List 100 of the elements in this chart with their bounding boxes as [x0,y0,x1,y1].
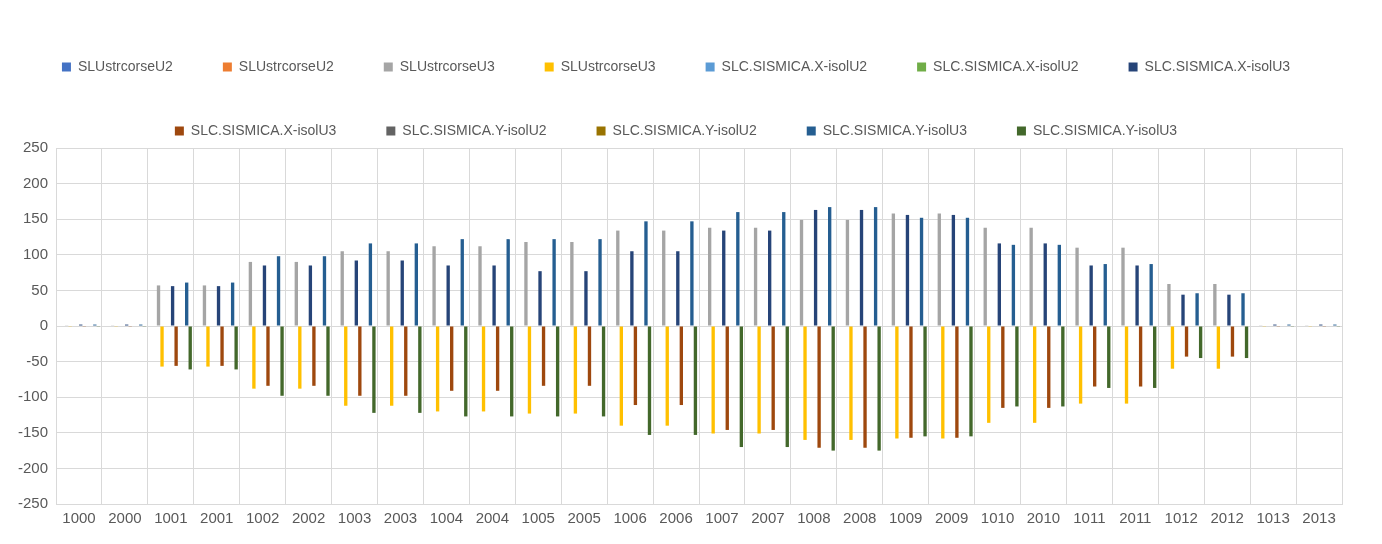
bar [460,239,464,326]
bar [616,230,620,326]
bar [432,246,436,326]
bar [1241,293,1245,326]
bar [400,260,404,326]
bar [1138,326,1143,387]
bar [598,239,602,326]
bar [757,326,761,434]
legend-label: SLUstrcorseU3 [399,57,495,74]
bar [828,207,832,326]
bar [230,282,235,326]
y-tick-label: 0 [39,316,49,334]
legend-label: SLC.SISMICA.X-isolU3 [1144,57,1291,74]
bar [753,227,758,326]
bar [1103,264,1107,326]
x-tick-label: 1008 [797,509,831,527]
bar [358,326,362,396]
x-tick-label: 2008 [843,509,877,527]
bar [252,326,256,389]
bar [711,326,715,434]
bar [831,326,835,451]
bar [418,326,422,413]
y-tick-label: 200 [22,173,49,191]
bar [294,261,298,326]
legend-label: SLC.SISMICA.Y-isolU2 [612,121,757,138]
bar [174,326,178,366]
x-tick-label: 2007 [751,509,785,527]
bar [340,251,344,326]
y-tick-label: 250 [22,138,49,156]
y-tick-label: 50 [31,280,49,298]
bar [919,217,924,326]
x-tick-label: 1000 [62,509,96,527]
bar [630,251,634,326]
bar [322,256,327,326]
bar [570,241,574,326]
x-tick-label: 2013 [1302,509,1336,527]
x-tick-label: 2001 [200,509,234,527]
x-tick-label: 1001 [154,509,188,527]
bar [873,207,878,326]
bar [997,243,1001,326]
bar [1121,247,1125,326]
bar [478,246,482,326]
bar [955,326,959,438]
legend-label: SLUstrcorseU2 [77,57,174,74]
x-tick-label: 2009 [934,509,969,527]
bar [676,251,680,326]
bar [280,326,284,396]
bar [308,265,313,326]
x-tick-label: 2000 [108,509,142,527]
bar [1093,326,1097,387]
bar [736,212,740,326]
bar [1015,326,1019,407]
bar [909,326,913,438]
x-tick-label: 1004 [429,509,464,527]
legend-label: SLC.SISMICA.X-isolU2 [933,57,1079,74]
bar [782,212,786,326]
bar [220,326,224,366]
bar [206,326,210,367]
bar [1195,293,1199,326]
bar [160,326,164,367]
bar [849,326,853,440]
bar [1075,247,1079,326]
bar [312,326,316,386]
x-tick-label: 2010 [1026,509,1061,527]
bar [863,326,867,448]
bar [859,209,864,326]
bar [262,265,267,326]
x-tick-label: 1002 [246,509,280,527]
bar [983,227,987,326]
bar [354,260,358,326]
legend-label: SLC.SISMICA.Y-isolU3 [1032,121,1178,138]
bar [524,241,528,326]
bar [767,230,772,326]
x-tick-label: 2011 [1119,509,1152,527]
bar [923,326,927,437]
bar [492,265,496,326]
bar [1181,294,1185,326]
y-tick-label: -100 [17,387,49,405]
bar [1213,283,1217,326]
bar [156,285,161,326]
bar [386,251,390,326]
bar [276,256,281,326]
x-tick-label: 2005 [567,509,601,527]
bar [1057,244,1061,326]
bar [707,227,712,326]
legend-label: SLC.SISMICA.X-isolU2 [721,57,868,74]
bar [813,209,818,326]
bar [527,326,532,414]
bar [891,213,896,326]
x-tick-label: 1011 [1073,509,1106,527]
legend-label: SLUstrcorseU2 [238,57,334,74]
bar [969,326,973,437]
y-tick-label: 150 [22,209,49,227]
x-tick-label: 1005 [521,509,555,527]
bar [803,326,807,440]
bar [216,286,221,326]
y-tick-label: -200 [17,458,49,476]
bar [248,261,253,326]
bar [506,239,510,326]
bar [1011,244,1016,326]
